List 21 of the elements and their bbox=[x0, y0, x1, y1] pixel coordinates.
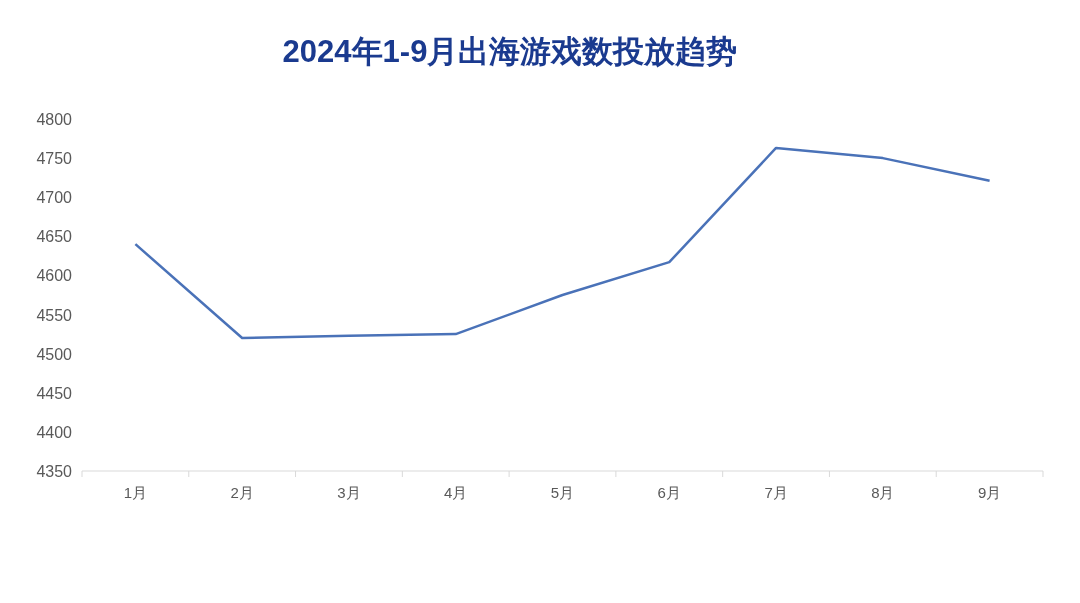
x-tick-label: 8月 bbox=[871, 484, 895, 501]
y-tick-label: 4700 bbox=[36, 189, 73, 207]
y-tick-label: 4750 bbox=[36, 150, 73, 168]
x-tick-label: 7月 bbox=[764, 484, 788, 501]
y-tick-label: 4550 bbox=[36, 306, 73, 324]
y-tick-label: 4400 bbox=[36, 423, 73, 441]
y-tick-label: 4450 bbox=[36, 384, 73, 402]
y-tick-label: 4650 bbox=[36, 228, 73, 246]
line-series bbox=[134, 146, 991, 340]
x-tick-label: 1月 bbox=[123, 484, 148, 501]
y-tick-label: 4600 bbox=[36, 267, 73, 285]
x-tick-label: 4月 bbox=[444, 484, 468, 501]
x-tick-label: 6月 bbox=[657, 484, 681, 501]
y-tick-label: 4500 bbox=[36, 345, 73, 363]
x-tick-label: 3月 bbox=[337, 484, 361, 501]
y-tick-label: 4350 bbox=[36, 463, 73, 480]
y-tick-label: 4800 bbox=[36, 111, 73, 128]
x-tick-label: 5月 bbox=[550, 484, 575, 501]
x-tick-label: 2月 bbox=[230, 484, 254, 501]
chart-title: 2024年1-9月出海游戏数投放趋势 bbox=[282, 34, 738, 69]
x-tick-label: 9月 bbox=[977, 484, 1002, 501]
